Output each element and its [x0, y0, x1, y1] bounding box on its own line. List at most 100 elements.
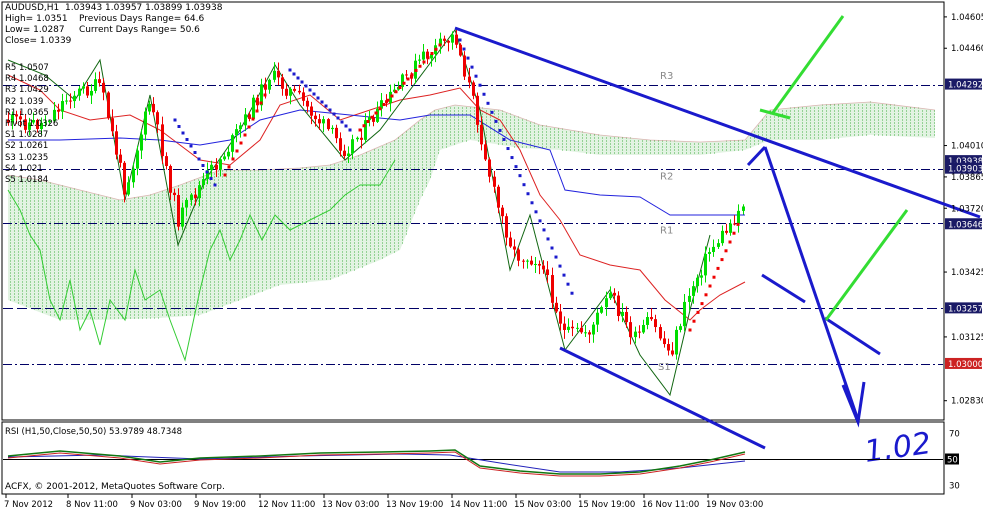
candle-body: [542, 265, 545, 270]
rsi-level-label: 70: [949, 430, 960, 440]
psar-dot: [478, 83, 482, 87]
psar-dot: [247, 125, 251, 129]
resistance-trendline: [454, 26, 981, 219]
candle-body: [571, 326, 574, 329]
candle-body: [634, 331, 637, 338]
candle-body: [132, 168, 135, 183]
psar-dot: [370, 115, 374, 119]
candle-body: [733, 223, 736, 225]
pivot-entry: R2 1.039: [5, 96, 44, 107]
psar-dot: [332, 112, 336, 116]
rsi-level-tag-bg: [945, 453, 959, 465]
psar-dot: [177, 125, 181, 128]
time-label: 15 Nov 19:00: [578, 500, 635, 510]
candle-body: [210, 164, 213, 171]
candle-body: [28, 122, 31, 130]
psar-dot: [422, 60, 426, 64]
pivot-entry: R1 1.0365: [5, 107, 49, 118]
candle-body: [264, 84, 267, 90]
candle-body: [654, 319, 657, 328]
candle-body: [231, 135, 234, 152]
psar-dot: [316, 96, 320, 100]
short-line-upper: [761, 273, 806, 304]
candle-body: [19, 116, 22, 120]
pivot-entry: S5 1.0184: [5, 175, 49, 185]
candle-body: [422, 51, 425, 60]
candle-body: [493, 176, 496, 187]
psar-dot: [724, 249, 728, 253]
pivot-entry: S4 1.021: [5, 163, 43, 174]
pivot-entry: S2 1.0261: [5, 141, 49, 152]
candle-body: [505, 216, 508, 238]
psar-dot: [378, 107, 382, 111]
candle-body: [268, 79, 271, 90]
price-label: 1.04010: [951, 142, 983, 152]
psar-dot: [562, 273, 566, 277]
short-line-lower: [824, 316, 881, 356]
price-label: 1.03865: [951, 173, 983, 183]
candle-body: [73, 95, 76, 102]
psar-dot: [390, 94, 394, 98]
candle-body: [605, 298, 608, 308]
psar-dot: [300, 80, 304, 84]
candle-body: [156, 112, 159, 125]
candle-body: [596, 312, 599, 325]
psar-dot: [304, 84, 308, 88]
psar-dot: [736, 222, 740, 226]
candle-body: [331, 127, 334, 130]
candle-body: [592, 324, 595, 335]
psar-dot: [466, 56, 470, 60]
candle-body: [659, 327, 662, 339]
candle-body: [244, 114, 247, 126]
candle-body: [144, 111, 147, 135]
candle-body: [48, 120, 51, 123]
psar-dot: [414, 69, 418, 72]
candle-body: [380, 100, 383, 109]
psar-dot: [530, 201, 534, 205]
candle-body: [737, 210, 740, 225]
rsi-panel-frame: [1, 421, 945, 495]
psar-dot: [189, 144, 193, 148]
psar-dot: [296, 76, 300, 80]
green-arrow-head: [759, 108, 791, 120]
psar-dot: [502, 137, 506, 141]
candle-body: [704, 253, 707, 276]
psar-dot: [235, 149, 239, 153]
copyright: ACFX, © 2001-2012, MetaQuotes Software C…: [5, 482, 225, 492]
candle-body: [127, 182, 130, 195]
candle-body: [721, 230, 724, 244]
candle-body: [576, 327, 579, 329]
psar-dot: [542, 228, 546, 232]
candle-body: [546, 269, 549, 276]
psar-dot: [336, 116, 340, 120]
psar-dot: [227, 165, 231, 169]
candle-body: [322, 119, 325, 124]
price-tag: 1.04292: [948, 81, 983, 91]
candle-body: [165, 156, 168, 167]
psar-dot: [362, 124, 366, 128]
green-arrow-shaft: [770, 15, 845, 115]
close-value: Close= 1.0339: [5, 36, 72, 46]
candle-body: [725, 230, 728, 233]
psar-dot: [394, 90, 398, 94]
candle-body: [600, 307, 603, 313]
psar-dot: [386, 98, 390, 102]
candle-body: [584, 332, 587, 334]
tenkan-line: [7, 74, 746, 321]
candle-body: [40, 122, 43, 130]
price-label: 1.03125: [951, 333, 983, 343]
candle-body: [497, 186, 500, 208]
candle-body: [161, 124, 164, 157]
psar-dot: [193, 151, 197, 154]
price-label: 1.03720: [951, 204, 983, 214]
level-label: S1: [658, 362, 671, 373]
psar-dot: [418, 64, 422, 68]
price-tag: 1.03903: [948, 165, 983, 175]
price-label: 1.04605: [951, 13, 983, 23]
candle-body: [94, 79, 97, 91]
psar-dot: [426, 56, 430, 60]
trendlines: 1.02: [454, 15, 981, 470]
candle-body: [551, 275, 554, 303]
candle-body: [638, 331, 641, 333]
